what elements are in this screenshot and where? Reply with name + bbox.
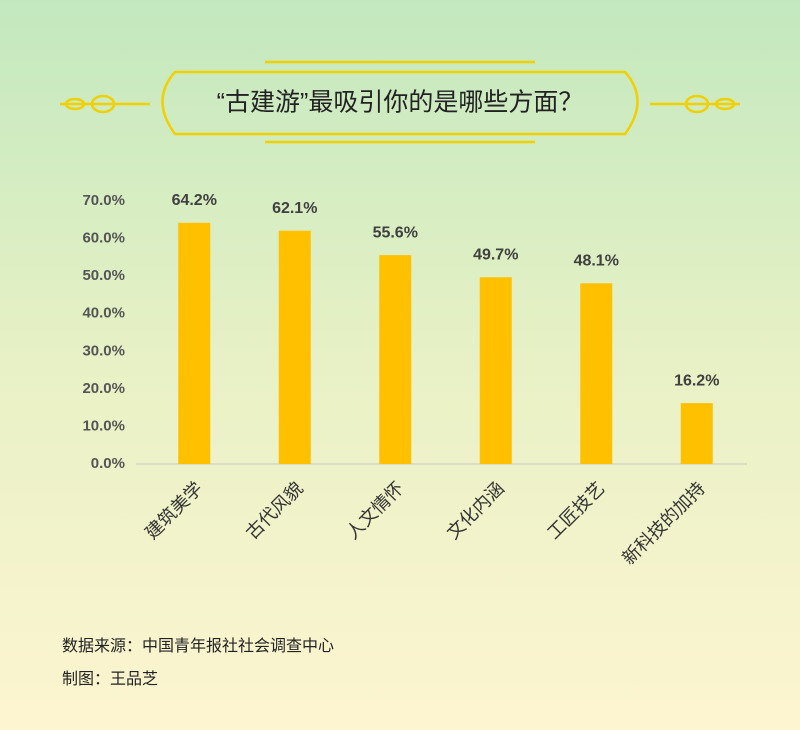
credit: 制图：王品芝 (62, 670, 158, 688)
y-tick-label: 10.0% (82, 417, 125, 434)
y-tick-label: 70.0% (82, 192, 125, 209)
y-tick-label: 50.0% (82, 267, 125, 284)
y-tick-label: 20.0% (82, 380, 125, 397)
value-label: 62.1% (272, 200, 317, 217)
value-label: 64.2% (172, 192, 217, 209)
bar (580, 283, 613, 464)
source: 数据来源：中国青年报社社会调查中心 (62, 637, 334, 655)
bar (178, 222, 211, 464)
y-tick-label: 30.0% (82, 342, 125, 359)
y-tick-label: 0.0% (91, 455, 125, 472)
value-label: 49.7% (473, 246, 518, 263)
value-label: 16.2% (674, 372, 719, 389)
title-frame (60, 60, 740, 144)
bar (479, 277, 512, 464)
y-tick-label: 40.0% (82, 305, 125, 322)
bar (379, 255, 412, 464)
value-label: 55.6% (373, 224, 418, 241)
value-label: 48.1% (574, 253, 619, 270)
y-tick-label: 60.0% (82, 230, 125, 247)
chart-title: “古建游”最吸引你的是哪些方面？ (217, 89, 584, 117)
bar (278, 230, 311, 464)
bar (680, 403, 713, 464)
